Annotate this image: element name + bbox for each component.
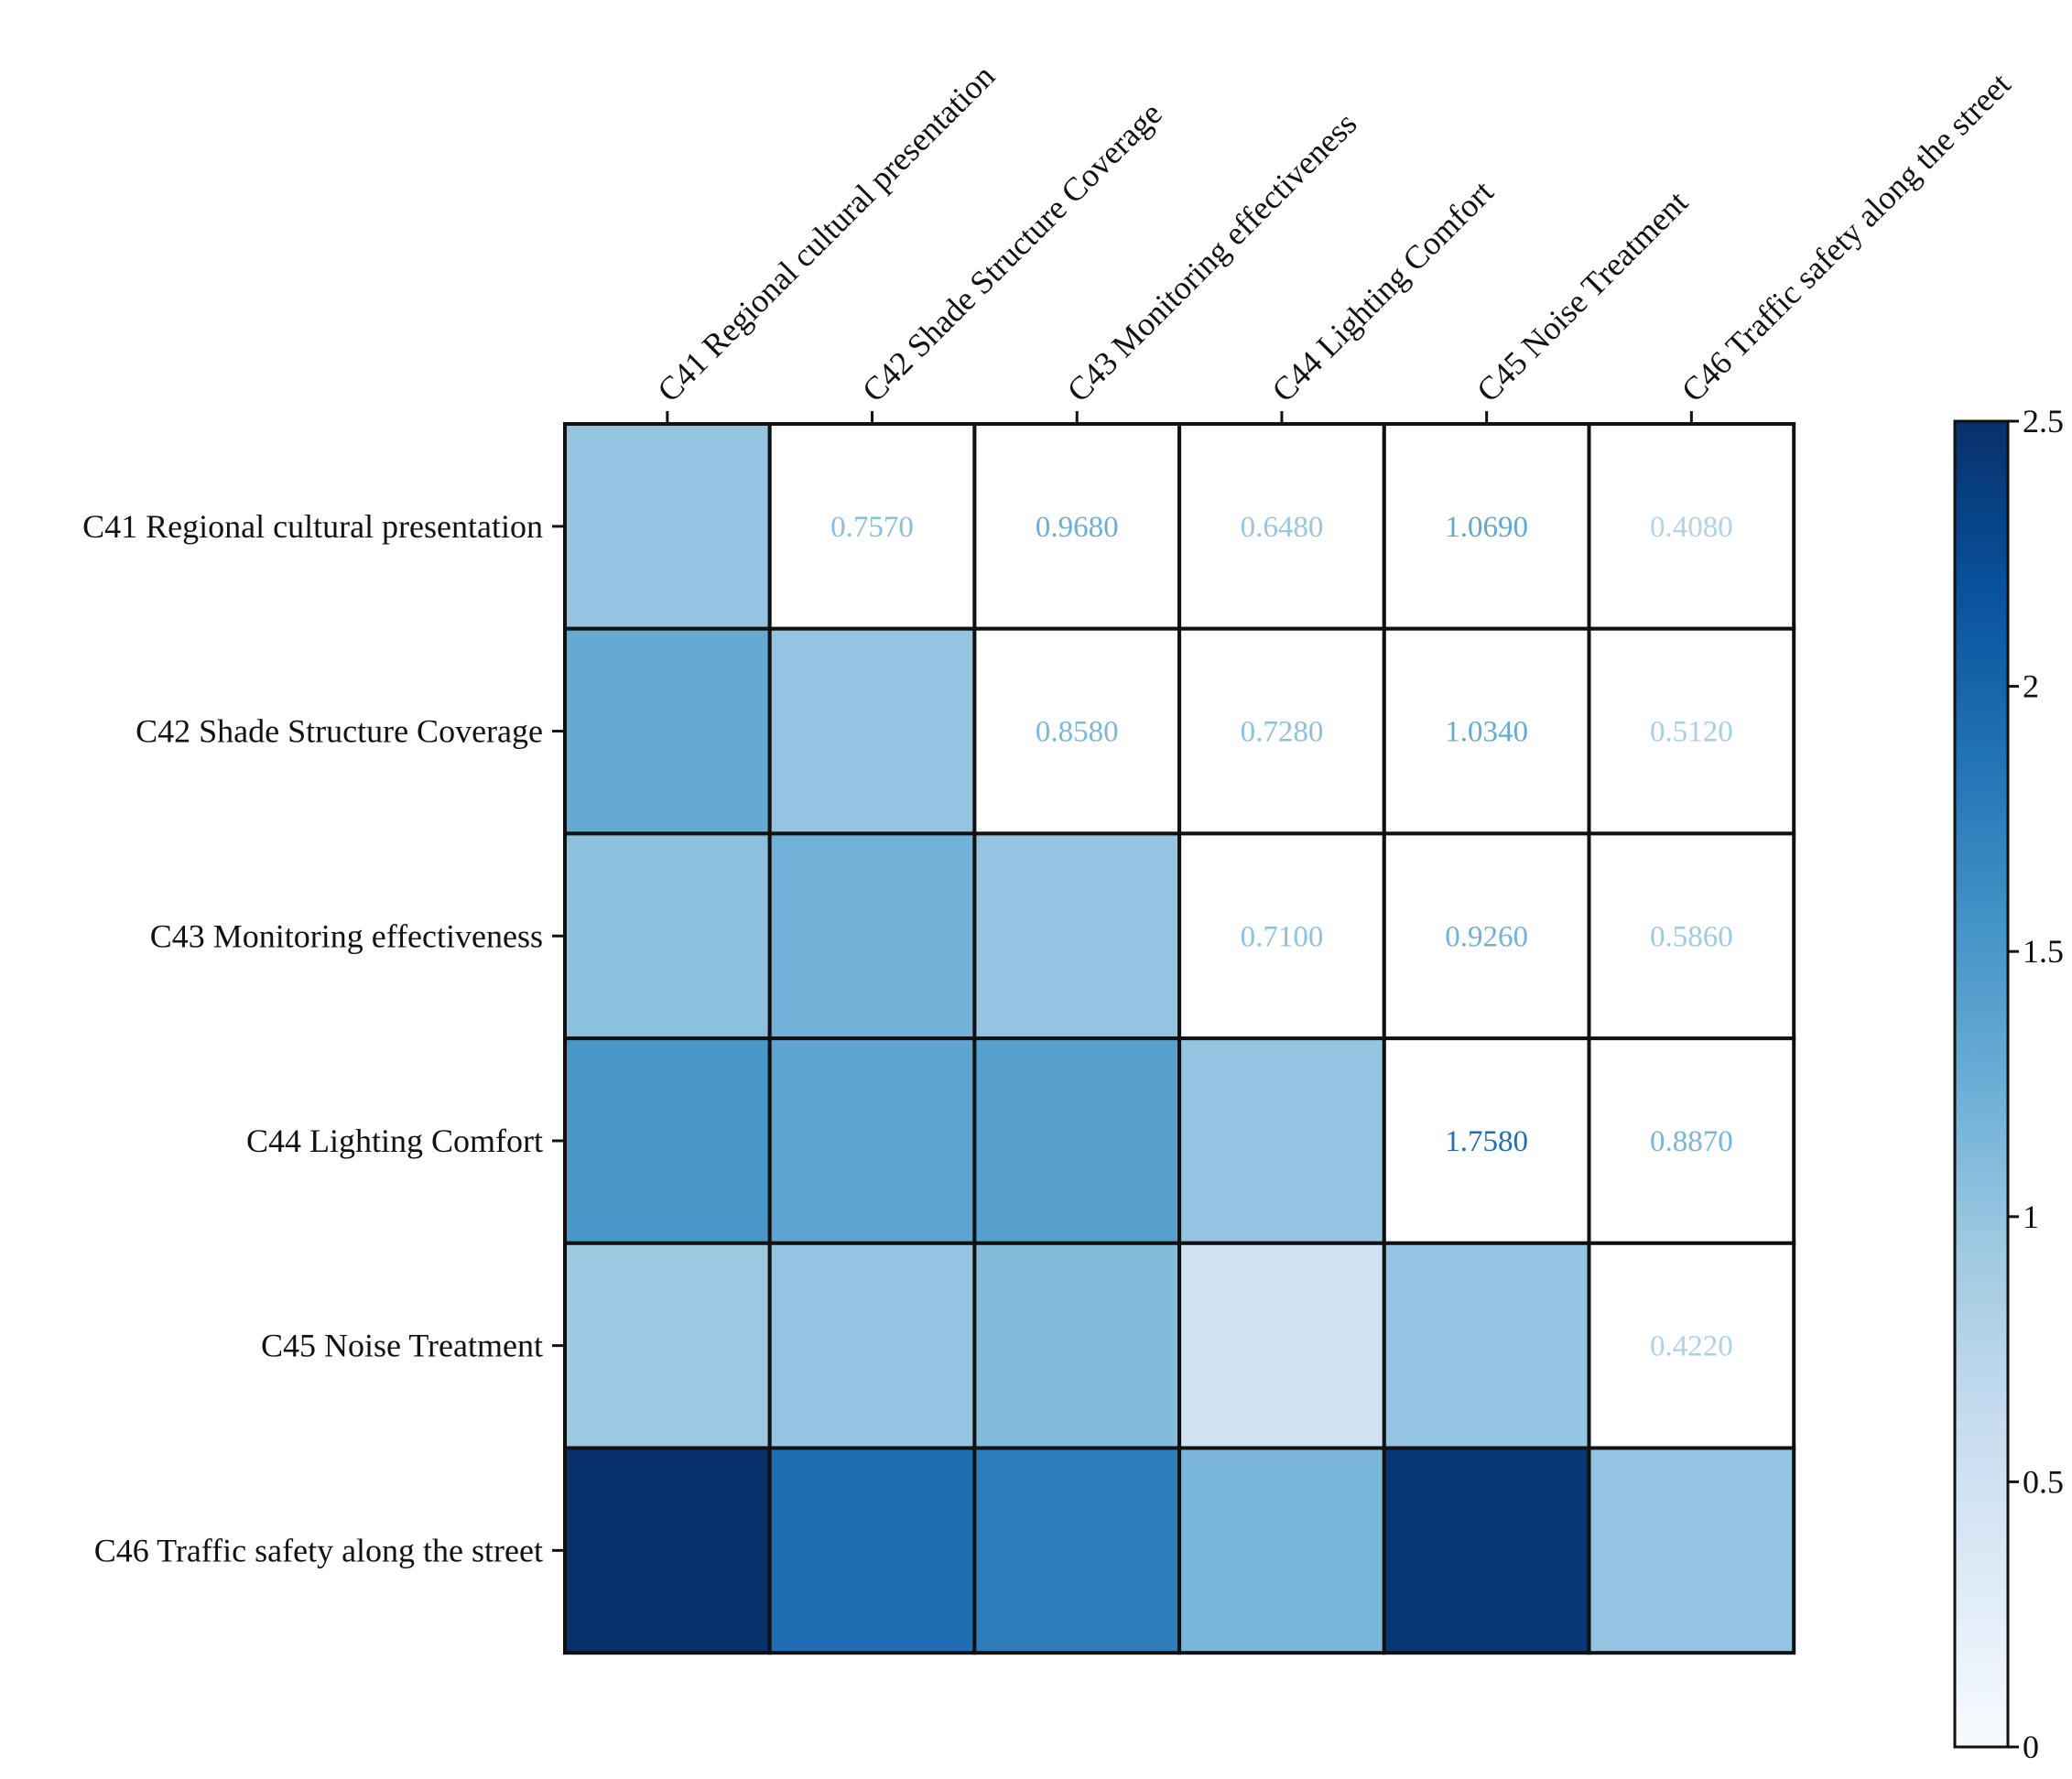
heatmap-cell-r6-c2: [767, 1446, 977, 1655]
heatmap-cell-r3-c6: [1587, 831, 1796, 1041]
row-label-4: C44 Lighting Comfort: [246, 1123, 543, 1159]
cell-value-r3-c4: 0.7100: [1241, 920, 1324, 953]
row-label-6: C46 Traffic safety along the street: [94, 1532, 543, 1568]
col-label-6: C46 Traffic safety along the street: [1675, 66, 2018, 409]
cell-value-r1-c6: 0.4080: [1650, 511, 1733, 544]
cell-value-r1-c2: 0.7570: [830, 511, 914, 544]
heatmap-cell-r5-c1: [563, 1241, 772, 1450]
cell-value-r5-c6: 0.4220: [1650, 1330, 1733, 1363]
heatmap-cell-r6-c6: [1587, 1446, 1796, 1655]
heatmap-cell-r3-c4: [1177, 831, 1386, 1041]
heatmap-cell-r2-c3: [972, 626, 1182, 836]
heatmap-cell-r3-c3: [972, 831, 1182, 1041]
heatmap-cell-r6-c4: [1177, 1446, 1386, 1655]
cell-value-r1-c4: 0.6480: [1241, 511, 1324, 544]
heatmap-cells: [563, 422, 1796, 1655]
row-label-5: C45 Noise Treatment: [261, 1328, 543, 1364]
heatmap-cell-r3-c2: [767, 831, 977, 1041]
heatmap-cell-r3-c1: [563, 831, 772, 1041]
row-label-3: C43 Monitoring effectiveness: [150, 917, 543, 954]
heatmap-cell-r6-c1: [563, 1446, 772, 1655]
cell-annotations: 0.7570 0.9680 0.6480 1.0690 0.4080 0.8580 0.72…: [830, 511, 1733, 1363]
colorbar-tick-label-5: 2: [2023, 668, 2039, 705]
cell-value-r2-c6: 0.5120: [1650, 716, 1733, 749]
cell-value-r2-c5: 1.0340: [1445, 716, 1528, 749]
cell-value-r2-c3: 0.8580: [1036, 716, 1119, 749]
colorbar-bar: [1953, 419, 2010, 1749]
cell-value-r4-c5: 1.7580: [1445, 1125, 1528, 1158]
row-label-2: C42 Shade Structure Coverage: [136, 713, 543, 750]
heatmap-cell-r2-c1: [563, 626, 772, 836]
heatmap-cell-r4-c2: [767, 1036, 977, 1245]
colorbar-tick-label-6: 2.5: [2023, 403, 2064, 439]
colorbar: 0 0.5 1 1.5 2 2.5: [1953, 403, 2064, 1765]
colorbar-tick-label-2: 0.5: [2023, 1463, 2064, 1500]
cell-value-r2-c4: 0.7280: [1241, 716, 1324, 749]
cell-value-r1-c3: 0.9680: [1036, 511, 1119, 544]
cell-value-r3-c5: 0.9260: [1445, 920, 1528, 953]
heatmap-cell-r4-c6: [1587, 1036, 1796, 1245]
row-label-1: C41 Regional cultural presentation: [82, 508, 543, 545]
heatmap-cell-r2-c2: [767, 626, 977, 836]
heatmap-cell-r1-c1: [563, 422, 772, 631]
heatmap-cell-r5-c5: [1382, 1241, 1591, 1450]
col-label-4: C44 Lighting Comfort: [1264, 173, 1500, 408]
row-labels: C41 Regional cultural presentation C42 Sh…: [82, 508, 565, 1568]
heatmap-cell-r6-c3: [972, 1446, 1182, 1655]
cell-value-r4-c6: 0.8870: [1650, 1125, 1733, 1158]
colorbar-tick-label-3: 1: [2023, 1199, 2039, 1235]
heatmap-cell-r5-c2: [767, 1241, 977, 1450]
heatmap-cell-r4-c3: [972, 1036, 1182, 1245]
col-label-1: C41 Regional cultural presentation: [650, 58, 1002, 409]
cell-value-r3-c6: 0.5860: [1650, 920, 1733, 953]
heatmap-cell-r4-c4: [1177, 1036, 1386, 1245]
heatmap-cell-r5-c3: [972, 1241, 1182, 1450]
heatmap-cell-r6-c5: [1382, 1446, 1591, 1655]
heatmap-cell-r2-c5: [1382, 626, 1591, 836]
colorbar-tick-label-1: 0: [2023, 1729, 2039, 1765]
heatmap-cell-r1-c3: [972, 422, 1182, 631]
colorbar-tick-label-4: 1.5: [2023, 933, 2064, 970]
heatmap-cell-r4-c1: [563, 1036, 772, 1245]
heatmap-cell-r5-c4: [1177, 1241, 1386, 1450]
cell-value-r1-c5: 1.0690: [1445, 511, 1528, 544]
heatmap-cell-r1-c2: [767, 422, 977, 631]
col-label-5: C45 Noise Treatment: [1470, 184, 1695, 409]
